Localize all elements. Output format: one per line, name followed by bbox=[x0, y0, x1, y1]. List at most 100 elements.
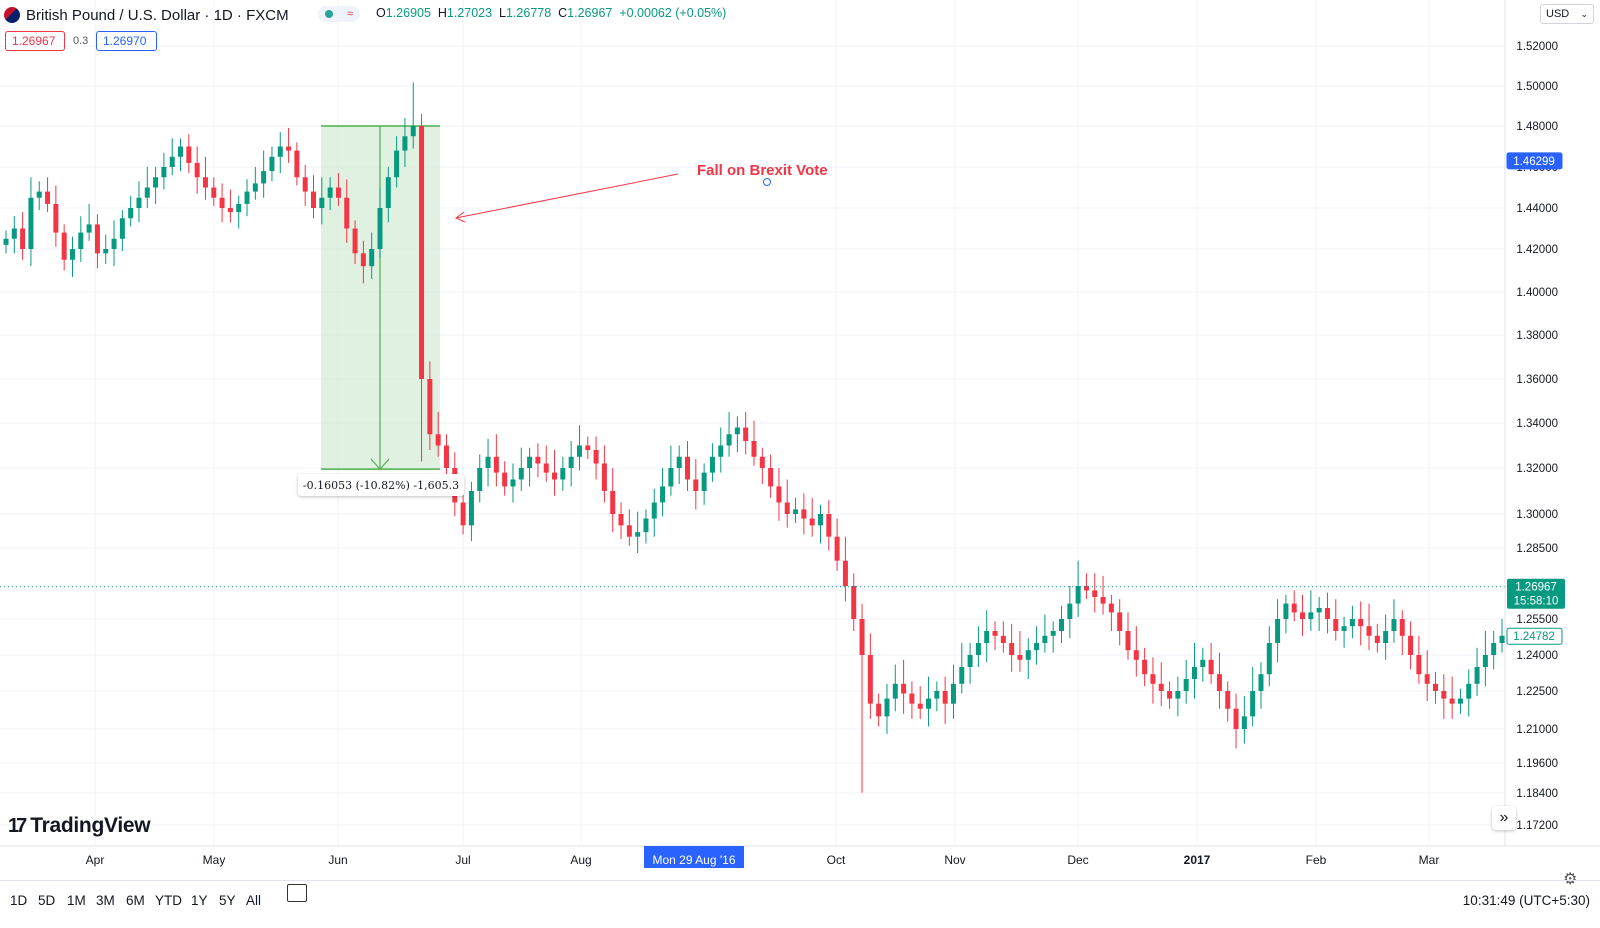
candle-body bbox=[319, 197, 325, 208]
price-tick-label: 1.40000 bbox=[1516, 287, 1558, 299]
countdown-label: 15:58:10 bbox=[1514, 596, 1559, 608]
market-status-pill[interactable]: ≈ bbox=[318, 6, 360, 22]
time-tick-label: Feb bbox=[1306, 853, 1327, 867]
candle-body bbox=[867, 655, 873, 704]
low-value: 1.26778 bbox=[506, 6, 552, 20]
candle-body bbox=[69, 249, 75, 260]
price-tick-label: 1.42000 bbox=[1516, 244, 1558, 256]
currency-select[interactable]: USD ⌄ bbox=[1540, 4, 1594, 24]
candle-body bbox=[959, 667, 965, 684]
timeframe-6m[interactable]: 6M bbox=[126, 893, 145, 908]
symbol-header[interactable]: British Pound / U.S. Dollar · 1D · FXCM bbox=[4, 4, 289, 26]
timeframe-1d[interactable]: 1D bbox=[10, 893, 28, 908]
candle-body bbox=[510, 479, 516, 487]
timeframe-3m[interactable]: 3M bbox=[96, 893, 115, 908]
candle-body bbox=[1133, 650, 1139, 660]
candle-body bbox=[1009, 643, 1015, 655]
candle-body bbox=[1167, 691, 1173, 699]
candle-body bbox=[759, 456, 765, 468]
timeframe-5y[interactable]: 5Y bbox=[219, 893, 236, 908]
date-range-calendar-icon[interactable] bbox=[287, 884, 307, 902]
candle-body bbox=[1391, 619, 1397, 631]
timeframe-1y[interactable]: 1Y bbox=[191, 893, 208, 908]
candle-body bbox=[369, 249, 375, 267]
candle-body bbox=[385, 177, 391, 208]
candle-body bbox=[768, 468, 774, 487]
candle-body bbox=[992, 631, 998, 636]
candle-body bbox=[136, 197, 142, 208]
candle-body bbox=[1499, 635, 1505, 643]
tradingview-logo[interactable]: 17 TradingView bbox=[8, 814, 151, 838]
price-tick-label: 1.25500 bbox=[1516, 614, 1558, 626]
timeframe-1m[interactable]: 1M bbox=[67, 893, 86, 908]
candle-body bbox=[1408, 635, 1414, 655]
last-price-label-bg bbox=[1507, 578, 1565, 609]
candle-body bbox=[668, 468, 674, 487]
candle-body bbox=[576, 445, 582, 457]
candle-body bbox=[1424, 674, 1430, 684]
candle-body bbox=[294, 150, 300, 178]
clock-timezone[interactable]: 10:31:49 (UTC+5:30) bbox=[1462, 893, 1590, 908]
scroll-to-realtime-button[interactable]: » bbox=[1492, 806, 1516, 830]
annotation-text[interactable]: Fall on Brexit Vote bbox=[697, 162, 828, 179]
candle-body bbox=[535, 456, 541, 464]
candle-body bbox=[485, 456, 491, 468]
crosshair-date-bg bbox=[644, 846, 744, 868]
candle-body bbox=[502, 472, 508, 487]
candle-body bbox=[876, 703, 882, 717]
candle-body bbox=[809, 518, 815, 526]
candle-body bbox=[718, 445, 724, 457]
candle-body bbox=[560, 468, 566, 480]
candle-body bbox=[227, 208, 233, 213]
candle-body bbox=[701, 472, 707, 491]
candle-body bbox=[1258, 674, 1264, 691]
candle-body bbox=[884, 698, 890, 717]
candle-body bbox=[1449, 698, 1455, 704]
candle-body bbox=[1158, 683, 1164, 691]
candle-body bbox=[119, 218, 125, 239]
price-tick-label: 1.18400 bbox=[1516, 788, 1558, 800]
candle-body bbox=[468, 491, 474, 526]
candle-body bbox=[20, 228, 26, 249]
candle-body bbox=[1050, 631, 1056, 636]
candle-body bbox=[443, 445, 449, 468]
spread-value: 0.3 bbox=[73, 35, 89, 47]
logo-text: TradingView bbox=[30, 814, 151, 837]
candle-body bbox=[967, 655, 973, 667]
candle-body bbox=[1266, 643, 1272, 675]
candle-body bbox=[834, 536, 840, 561]
buy-button[interactable]: 1.26970 bbox=[96, 31, 157, 51]
time-tick-label: Oct bbox=[827, 853, 846, 867]
timeframe-5d[interactable]: 5D bbox=[38, 893, 56, 908]
price-tick-label: 1.17200 bbox=[1516, 820, 1558, 832]
candle-body bbox=[53, 203, 59, 233]
time-tick-label: Dec bbox=[1067, 853, 1088, 867]
annotation-arrow[interactable] bbox=[455, 173, 679, 219]
candle-body bbox=[1125, 631, 1131, 651]
axis-settings-gear-icon[interactable]: ⚙ bbox=[1563, 871, 1578, 888]
candle-body bbox=[427, 379, 433, 435]
tradingview-mark-icon: 17 bbox=[8, 814, 27, 837]
candle-body bbox=[626, 525, 632, 537]
candle-body bbox=[942, 691, 948, 704]
timeframe-all[interactable]: All bbox=[246, 893, 262, 908]
candle-body bbox=[1075, 586, 1081, 604]
candle-body bbox=[552, 472, 558, 480]
annotation-anchor-handle[interactable] bbox=[763, 178, 771, 186]
timeframe-ytd[interactable]: YTD bbox=[155, 893, 182, 908]
candle-body bbox=[892, 683, 898, 699]
price-tick-label: 1.38000 bbox=[1516, 330, 1558, 342]
candle-body bbox=[1433, 683, 1439, 691]
candle-body bbox=[859, 619, 865, 655]
candle-body bbox=[643, 518, 649, 533]
price-tick-label: 1.34000 bbox=[1516, 418, 1558, 430]
candle-body bbox=[568, 456, 574, 468]
candle-body bbox=[128, 208, 134, 219]
candle-body bbox=[335, 187, 341, 198]
candle-body bbox=[851, 586, 857, 619]
candle-body bbox=[202, 177, 208, 188]
sell-button[interactable]: 1.26967 bbox=[5, 31, 65, 51]
candle-body bbox=[1000, 635, 1006, 643]
crosshair-date-label: Mon 29 Aug '16 bbox=[652, 853, 735, 867]
